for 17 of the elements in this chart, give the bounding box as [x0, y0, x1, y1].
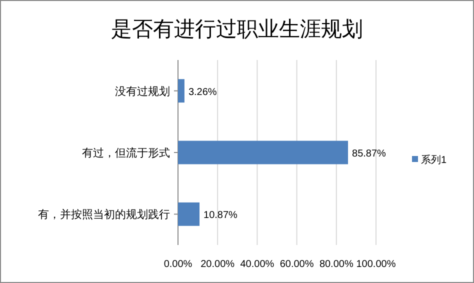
y-tick-label: 有过，但流于形式 — [82, 146, 170, 160]
x-tick-label: 80.00% — [319, 259, 354, 270]
x-tick-label: 0.00% — [164, 259, 192, 270]
data-label: 10.87% — [204, 210, 238, 222]
bar — [178, 140, 348, 164]
x-tick-label: 100.00% — [356, 259, 396, 270]
x-tick-label: 40.00% — [240, 259, 274, 270]
x-tick-label: 20.00% — [200, 259, 235, 270]
data-label: 85.87% — [352, 148, 386, 160]
y-tick-label: 没有过规划 — [115, 84, 170, 98]
legend-label: 系列1 — [421, 154, 447, 166]
x-tick-label: 60.00% — [280, 259, 314, 270]
data-label: 3.26% — [188, 86, 217, 98]
y-tick-label: 有，并按照当初的规划践行 — [38, 208, 170, 222]
bar — [178, 79, 184, 103]
chart-title: 是否有进行过职业生涯规划 — [111, 18, 363, 41]
bar — [178, 202, 200, 226]
